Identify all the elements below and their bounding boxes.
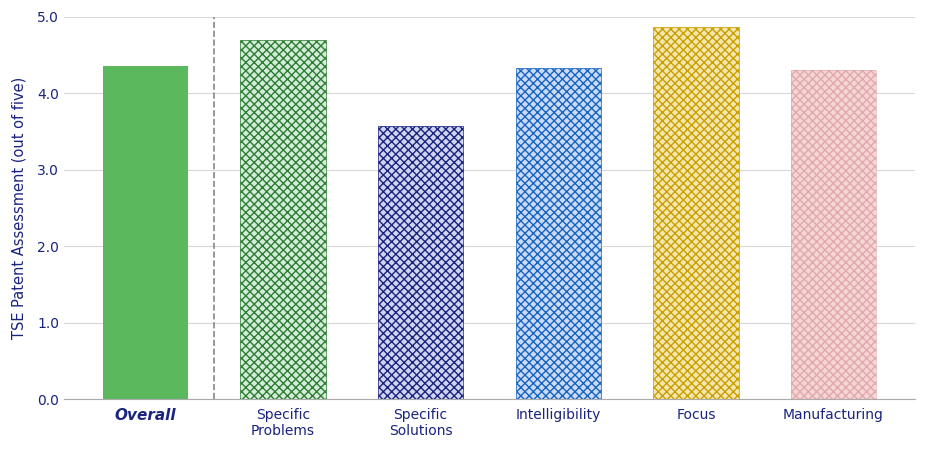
Bar: [653, 26, 739, 399]
Bar: [791, 70, 876, 399]
Bar: [516, 68, 601, 399]
Bar: [378, 126, 463, 399]
Bar: [241, 40, 326, 399]
Bar: [516, 68, 601, 399]
Bar: [791, 70, 876, 399]
Bar: [103, 66, 188, 399]
Bar: [378, 126, 463, 399]
Bar: [653, 26, 739, 399]
Bar: [241, 40, 326, 399]
Y-axis label: TSE Patent Assessment (out of five): TSE Patent Assessment (out of five): [11, 77, 26, 339]
